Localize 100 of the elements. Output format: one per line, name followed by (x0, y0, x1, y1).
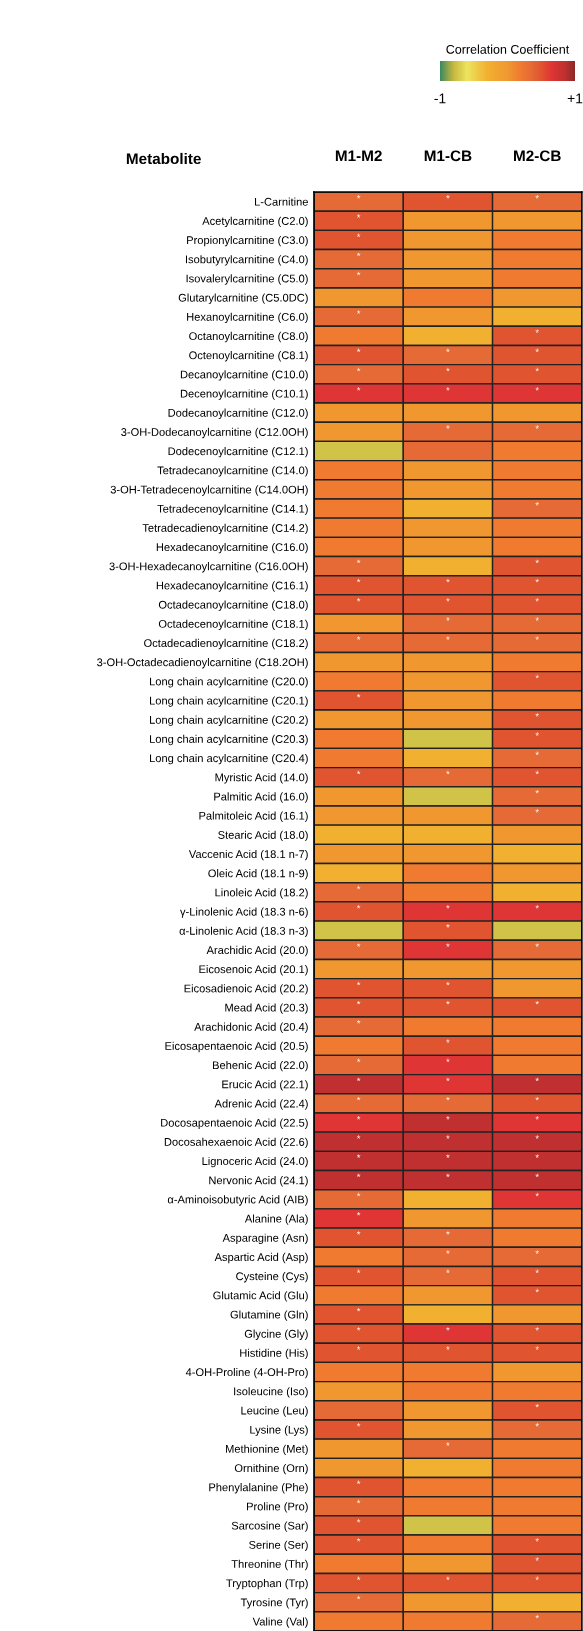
y-tick-label: Propionylcarnitine (C3.0) (187, 235, 308, 247)
y-tick-label: Alanine (Ala) (244, 1214, 308, 1225)
y-tick-label: Phenylalanine (Phe) (209, 1483, 308, 1494)
data-label: * (356, 1499, 361, 1504)
data-label: * (356, 1423, 361, 1427)
data-label: * (446, 1077, 450, 1082)
data-label: * (356, 905, 361, 909)
y-tick-label: Octadecenoylcarnitine (C18.1) (158, 619, 308, 631)
data-label: * (535, 751, 539, 755)
data-label: * (356, 252, 361, 257)
y-tick-label: Isoleucine (Iso) (234, 1387, 308, 1398)
data-label: * (446, 1576, 450, 1580)
data-label: * (535, 636, 539, 640)
y-tick-label: Palmitoleic Acid (16.1) (199, 811, 308, 822)
data-label: * (356, 693, 361, 698)
data-label: * (535, 1077, 539, 1082)
data-label: * (535, 367, 539, 372)
y-tick-label: Erucic Acid (22.1) (222, 1080, 308, 1091)
data-label: * (356, 1154, 361, 1158)
y-tick-label: Hexadecanoylcarnitine (C16.0) (156, 542, 308, 554)
data-label: * (535, 195, 539, 199)
data-label: * (535, 1116, 539, 1120)
y-tick-label: Vaccenic Acid (18.1 n-7) (188, 849, 308, 861)
data-label: * (535, 789, 539, 794)
y-tick-label: Decanoylcarnitine (C10.0) (180, 370, 308, 381)
data-label: * (535, 1403, 539, 1408)
data-label: * (446, 367, 450, 372)
y-tick-label: Long chain acylcarnitine (C20.3) (150, 734, 308, 746)
data-label: * (446, 1039, 450, 1043)
y-tick-label: Glutamic Acid (Glu) (213, 1291, 308, 1302)
y-tick-label: α-Aminoisobutyric Acid (AIB) (167, 1195, 308, 1206)
data-label: * (535, 1154, 539, 1158)
y-tick-label: Asparagine (Asn) (222, 1233, 308, 1244)
y-tick-label: α-Linolenic Acid (18.3 n-3) (179, 926, 308, 938)
data-label: * (356, 1307, 361, 1312)
data-label: * (356, 1595, 361, 1600)
data-label: * (535, 386, 539, 391)
y-tick-label: Valine (Val) (252, 1617, 308, 1628)
data-label: * (356, 598, 361, 602)
data-label: * (535, 713, 539, 717)
y-axis-title: Metabolite (126, 152, 201, 165)
data-label: * (356, 636, 361, 640)
data-label: * (356, 1576, 361, 1580)
data-label: * (535, 1576, 539, 1580)
data-label: * (356, 1020, 361, 1024)
y-tick-label: Octadecadienoylcarnitine (C18.2) (144, 638, 308, 650)
y-tick-label: Acetylcarnitine (C2.0) (202, 216, 308, 228)
data-label: * (446, 636, 450, 640)
data-label: * (535, 1269, 539, 1273)
color-bar-title: Correlation Coefficient (446, 44, 570, 54)
y-tick-label: Behenic Acid (22.0) (213, 1060, 308, 1072)
data-label: * (356, 981, 361, 986)
y-tick-label: Long chain acylcarnitine (C20.4) (150, 753, 308, 765)
data-label: * (356, 214, 361, 218)
data-label: * (446, 578, 450, 583)
y-tick-label: 3-OH-Hexadecanoylcarnitine (C16.0OH) (109, 562, 308, 573)
data-label: * (356, 367, 361, 372)
y-tick-label: Leucine (Leu) (241, 1406, 308, 1417)
y-tick-label: Dodecanoylcarnitine (C12.0) (168, 408, 308, 419)
data-label: * (535, 770, 539, 775)
x-tick-label: M1-CB (424, 150, 472, 162)
y-tick-label: Nervonic Acid (24.1) (209, 1176, 308, 1187)
data-label: * (535, 1288, 539, 1293)
data-label: * (446, 195, 450, 199)
data-label: * (446, 1096, 450, 1101)
data-label: * (535, 617, 539, 621)
data-label: * (446, 770, 450, 775)
data-label: * (446, 1346, 450, 1350)
y-tick-label: L-Carnitine (255, 197, 308, 206)
data-label: * (535, 809, 539, 813)
y-tick-label: Eicosadienoic Acid (20.2) (184, 984, 308, 995)
y-tick-label: Octanoylcarnitine (C8.0) (189, 331, 308, 343)
y-tick-label: 3-OH-Octadecadienoylcarnitine (C18.2OH) (97, 658, 308, 669)
y-tick-label: Myristic Acid (14.0) (215, 773, 308, 784)
y-tick-label: Docosapentaenoic Acid (22.5) (161, 1118, 308, 1129)
data-label: * (535, 502, 539, 506)
data-label: * (535, 732, 539, 736)
data-label: * (535, 329, 539, 333)
data-label: * (535, 1000, 539, 1005)
data-label: * (356, 1269, 361, 1273)
y-tick-label: Glycine (Gly) (244, 1329, 308, 1340)
data-label: * (356, 1480, 361, 1485)
y-tick-label: Serine (Ser) (249, 1540, 308, 1551)
y-tick-label: Hexadecanoylcarnitine (C16.1) (156, 581, 308, 592)
y-tick-label: Docosahexaenoic Acid (22.6) (164, 1137, 308, 1149)
y-tick-label: Sarcosine (Sar) (231, 1521, 308, 1532)
y-tick-label: Arachidic Acid (20.0) (206, 945, 308, 957)
y-tick-label: Cysteine (Cys) (236, 1272, 308, 1283)
data-label: * (446, 1442, 450, 1446)
y-tick-label: Dodecenoylcarnitine (C12.1) (168, 446, 308, 458)
data-label: * (356, 943, 361, 947)
y-tick-label: Adrenic Acid (22.4) (214, 1099, 308, 1110)
y-tick-label: Lignoceric Acid (24.0) (202, 1156, 308, 1168)
y-tick-label: 3-OH-Tetradecenoylcarnitine (C14.0OH) (110, 485, 308, 496)
data-label: * (446, 386, 450, 391)
data-label: * (356, 195, 361, 199)
y-tick-label: Tetradecanoylcarnitine (C14.0) (157, 466, 308, 477)
y-tick-label: Glutamine (Gln) (230, 1310, 308, 1321)
data-label: * (446, 617, 450, 621)
y-tick-label: Long chain acylcarnitine (C20.1) (150, 696, 308, 707)
